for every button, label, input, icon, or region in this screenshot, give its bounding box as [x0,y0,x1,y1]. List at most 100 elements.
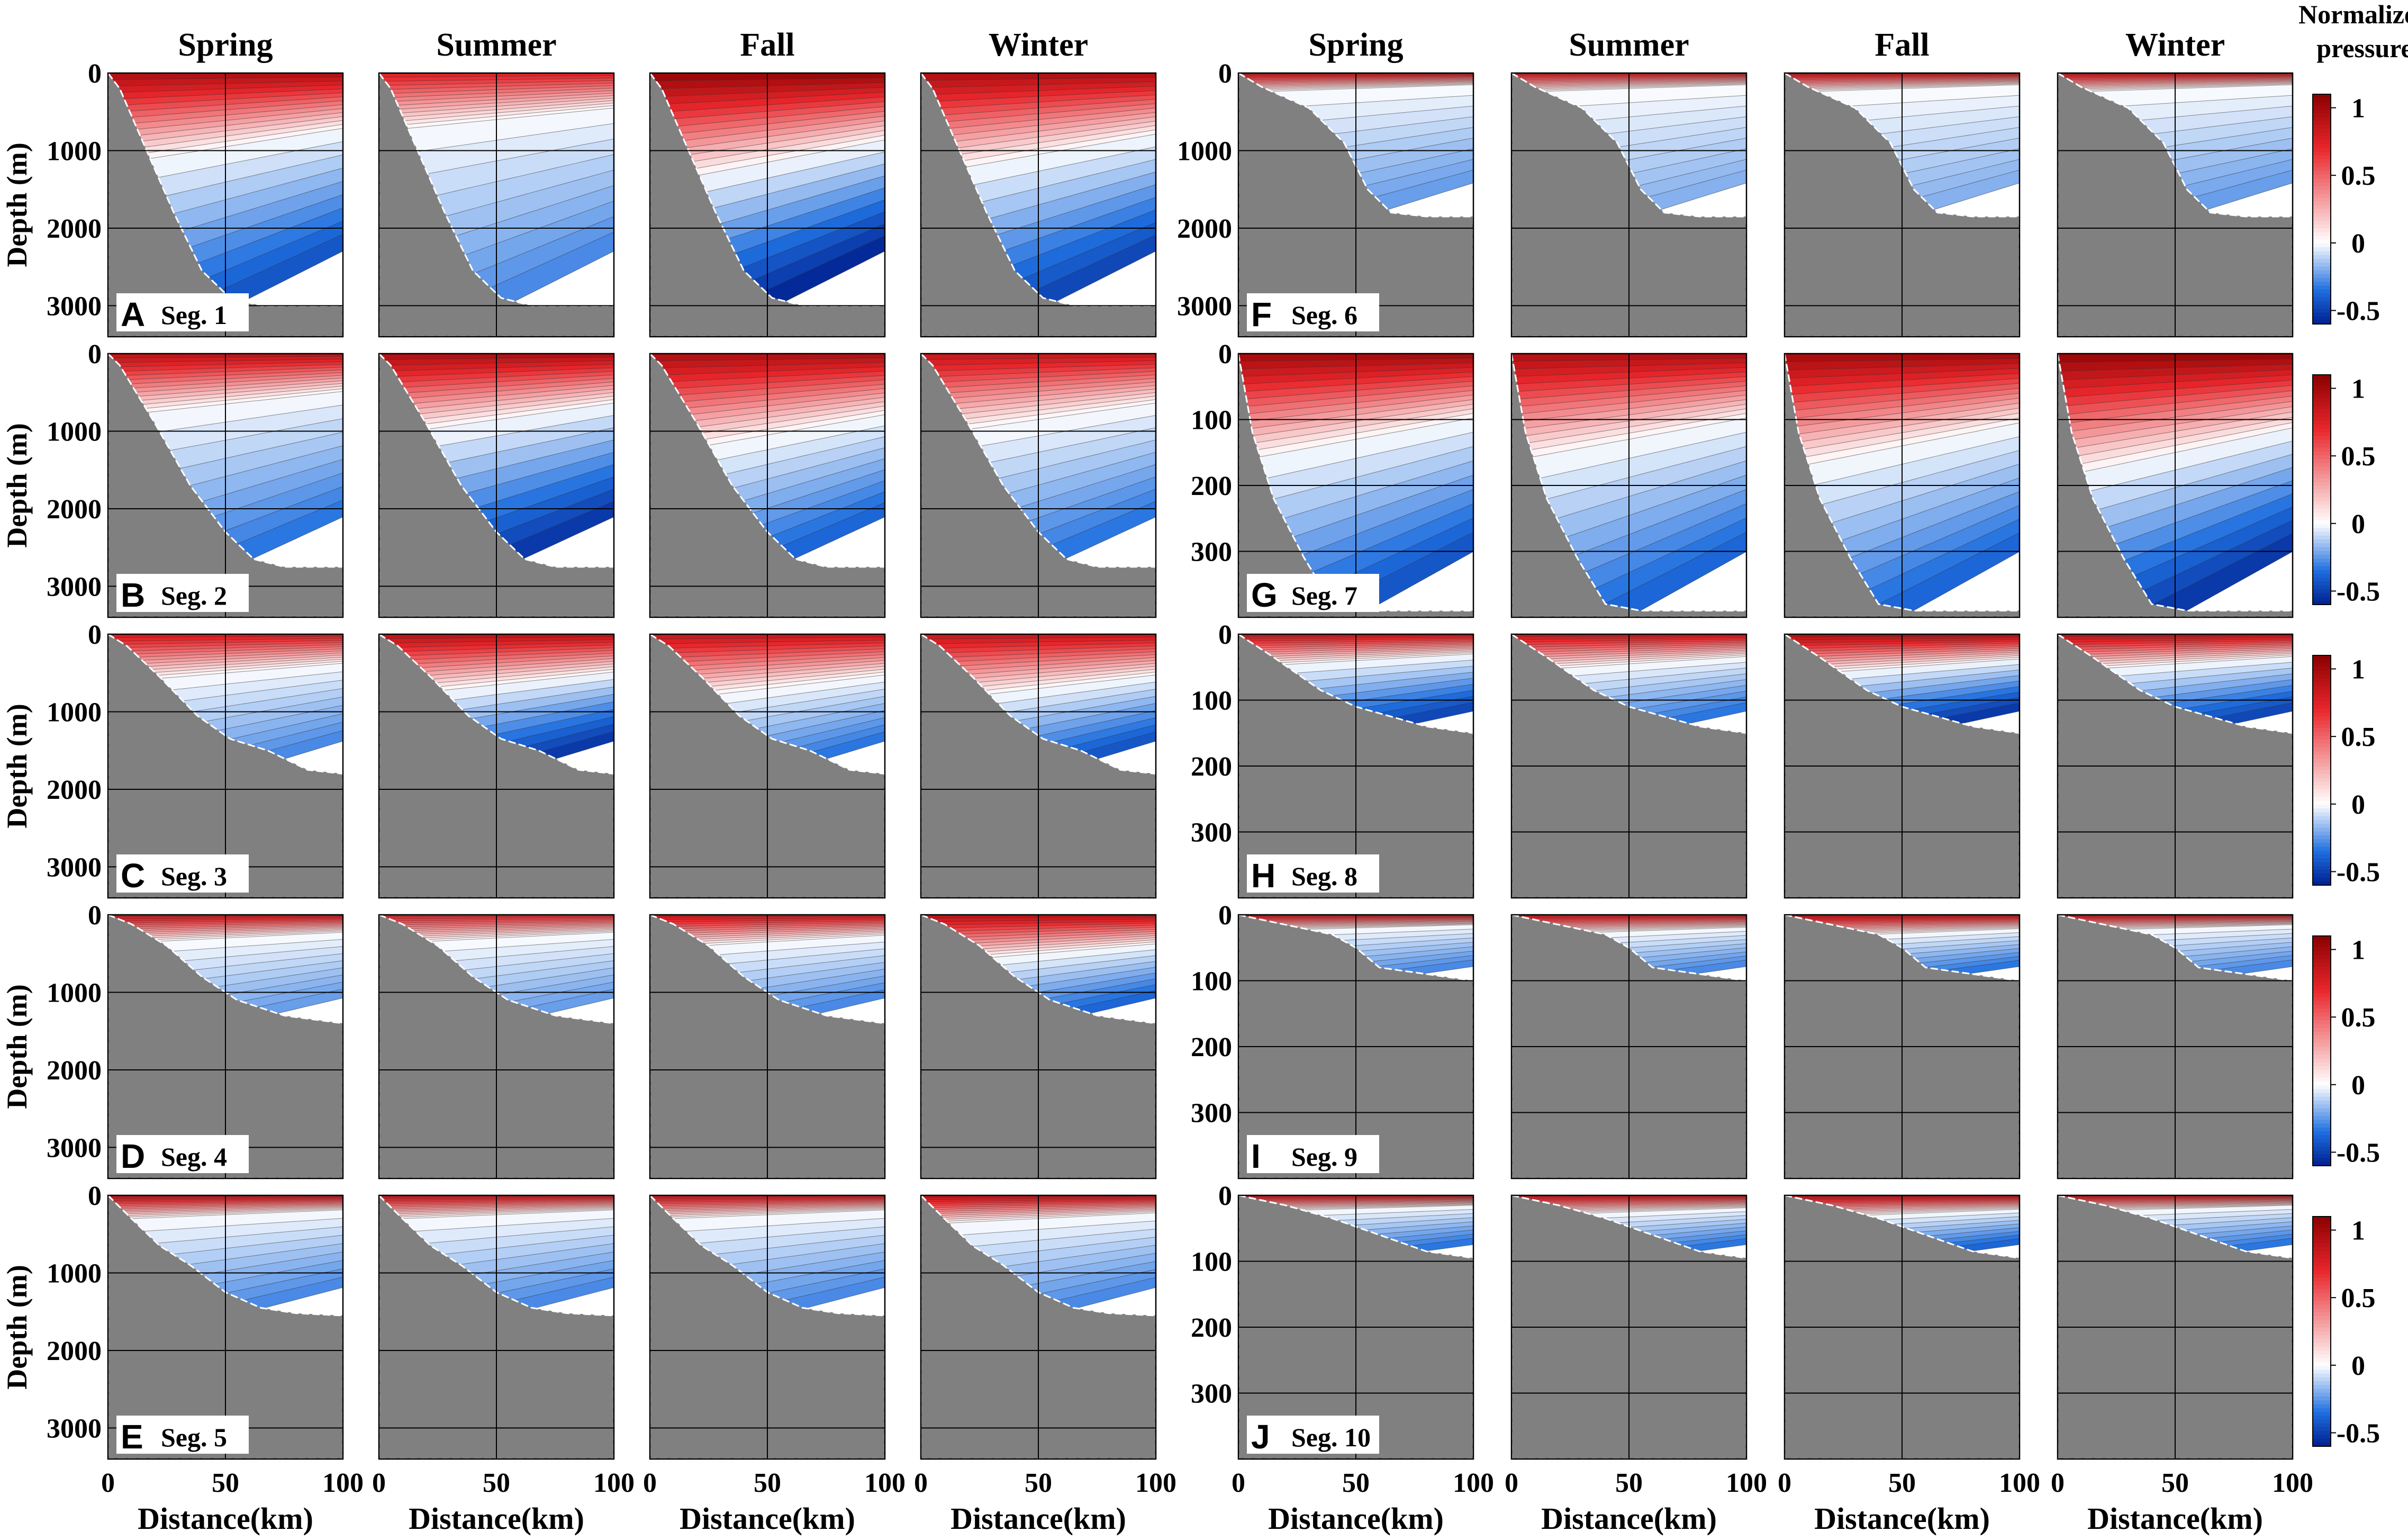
colorbar-swatch [2313,1389,2331,1393]
colorbar-swatch [2313,1366,2331,1371]
colorbar-swatch [2313,535,2331,541]
colorbar-swatch [2313,978,2331,983]
colorbar-frame [2312,1216,2331,1447]
y-tick-label: 1000 [47,417,102,447]
colorbar-swatch [2313,1293,2331,1298]
colorbar-swatch [2313,959,2331,963]
segment-label: Seg. 5 [161,1422,227,1452]
colorbar-swatch [2313,129,2331,133]
colorbar-swatch [2313,509,2331,514]
colorbar-swatch [2313,232,2331,237]
y-tick-label: 0 [88,900,102,931]
colorbar-swatch [2313,866,2331,871]
contour-panel [920,633,1157,899]
colorbar-swatch [2313,1047,2331,1051]
colorbar-swatch [2313,1161,2331,1166]
contour-panel [1510,71,1748,338]
colorbar-swatch [2313,793,2331,798]
y-tick-label: 300 [1191,1379,1232,1409]
colorbar-swatch [2313,835,2331,840]
colorbar-swatch [2313,197,2331,202]
panel-frame [1237,1194,1474,1460]
colorbar-swatch [2313,170,2331,175]
colorbar-swatch [2313,1131,2331,1136]
segment-label: Seg. 7 [1291,581,1357,610]
colorbar-swatch [2313,1396,2331,1401]
colorbar-swatch [2313,755,2331,760]
colorbar-swatch [2313,694,2331,698]
colorbar-swatch [2313,762,2331,767]
colorbar-swatch [2313,674,2331,679]
colorbar-swatch [2313,297,2331,302]
colorbar-swatch [2313,1435,2331,1439]
colorbar-swatch [2313,873,2331,878]
segment-label-box [1247,574,1379,612]
colorbar-swatch [2313,870,2331,875]
colorbar-swatch [2313,716,2331,721]
panel-frame [1784,914,2021,1179]
contour-panel [1510,914,1748,1179]
colorbar-swatch [2313,1354,2331,1359]
colorbar-swatch [2313,1142,2331,1147]
contour-panel [2057,71,2294,338]
colorbar-swatch [2313,812,2331,817]
colorbar-swatch [2313,728,2331,733]
colorbar-swatch [2313,109,2331,114]
colorbar-swatch [2313,394,2331,399]
x-tick-label: 50 [1615,1468,1643,1498]
segment-label-box [1247,293,1379,331]
colorbar-swatch [2313,1228,2331,1232]
colorbar-swatch [2313,516,2331,521]
panel-letter: J [1251,1418,1270,1456]
colorbar-swatch [2313,113,2331,118]
colorbar-swatch [2313,940,2331,944]
contour-panel [1237,914,1474,1179]
colorbar-swatch [2313,1442,2331,1447]
panel-frame [2057,633,2294,899]
colorbar-swatch [2313,997,2331,1002]
contour-panel [920,1193,1157,1460]
colorbar-swatch [2313,266,2331,271]
colorbar-swatch [2313,1346,2331,1352]
colorbar-swatch [2313,532,2331,536]
colorbar-swatch [2313,547,2331,552]
segment-label-box [1247,1135,1379,1173]
colorbar [2312,655,2336,886]
colorbar-swatch [2313,320,2331,325]
colorbar-swatch [2313,966,2331,971]
colorbar-swatch [2313,655,2331,660]
colorbar-swatch [2313,1135,2331,1140]
x-tick-label: 100 [1135,1468,1176,1498]
colorbar-swatch [2313,213,2331,218]
colorbar-swatch [2313,1331,2331,1336]
colorbar-swatch [2313,1008,2331,1013]
colorbar-swatch [2313,981,2331,987]
panel-frame [1237,353,1474,618]
colorbar-swatch [2313,962,2331,967]
colorbar-tick-label: 0.5 [2341,1283,2376,1313]
colorbar-swatch [2313,854,2331,859]
colorbar-swatch [2313,1274,2331,1278]
colorbar-swatch [2313,743,2331,748]
colorbar-swatch [2313,862,2331,867]
colorbar-tick-label: 0.5 [2341,722,2376,752]
colorbar-swatch [2313,1081,2331,1086]
y-tick-label: 0 [88,59,102,89]
season-title: Summer [1569,27,1689,63]
panel-frame [2057,353,2294,618]
colorbar-swatch [2313,1416,2331,1420]
colorbar-swatch [2313,470,2331,475]
contour-panel [2057,1194,2294,1460]
y-tick-label: 3000 [47,852,102,882]
colorbar-tick-label: 0 [2351,1070,2365,1101]
panel-frame [1237,72,1474,338]
colorbar-swatch [2313,432,2331,437]
panel-frame [378,633,615,899]
colorbar-frame [2312,374,2331,605]
panel-letter: I [1251,1137,1261,1175]
colorbar-swatch [2313,398,2331,402]
contour-panel [649,633,886,899]
colorbar-swatch [2313,493,2331,498]
y-tick-label: 3000 [47,1413,102,1444]
colorbar-swatch [2313,413,2331,418]
